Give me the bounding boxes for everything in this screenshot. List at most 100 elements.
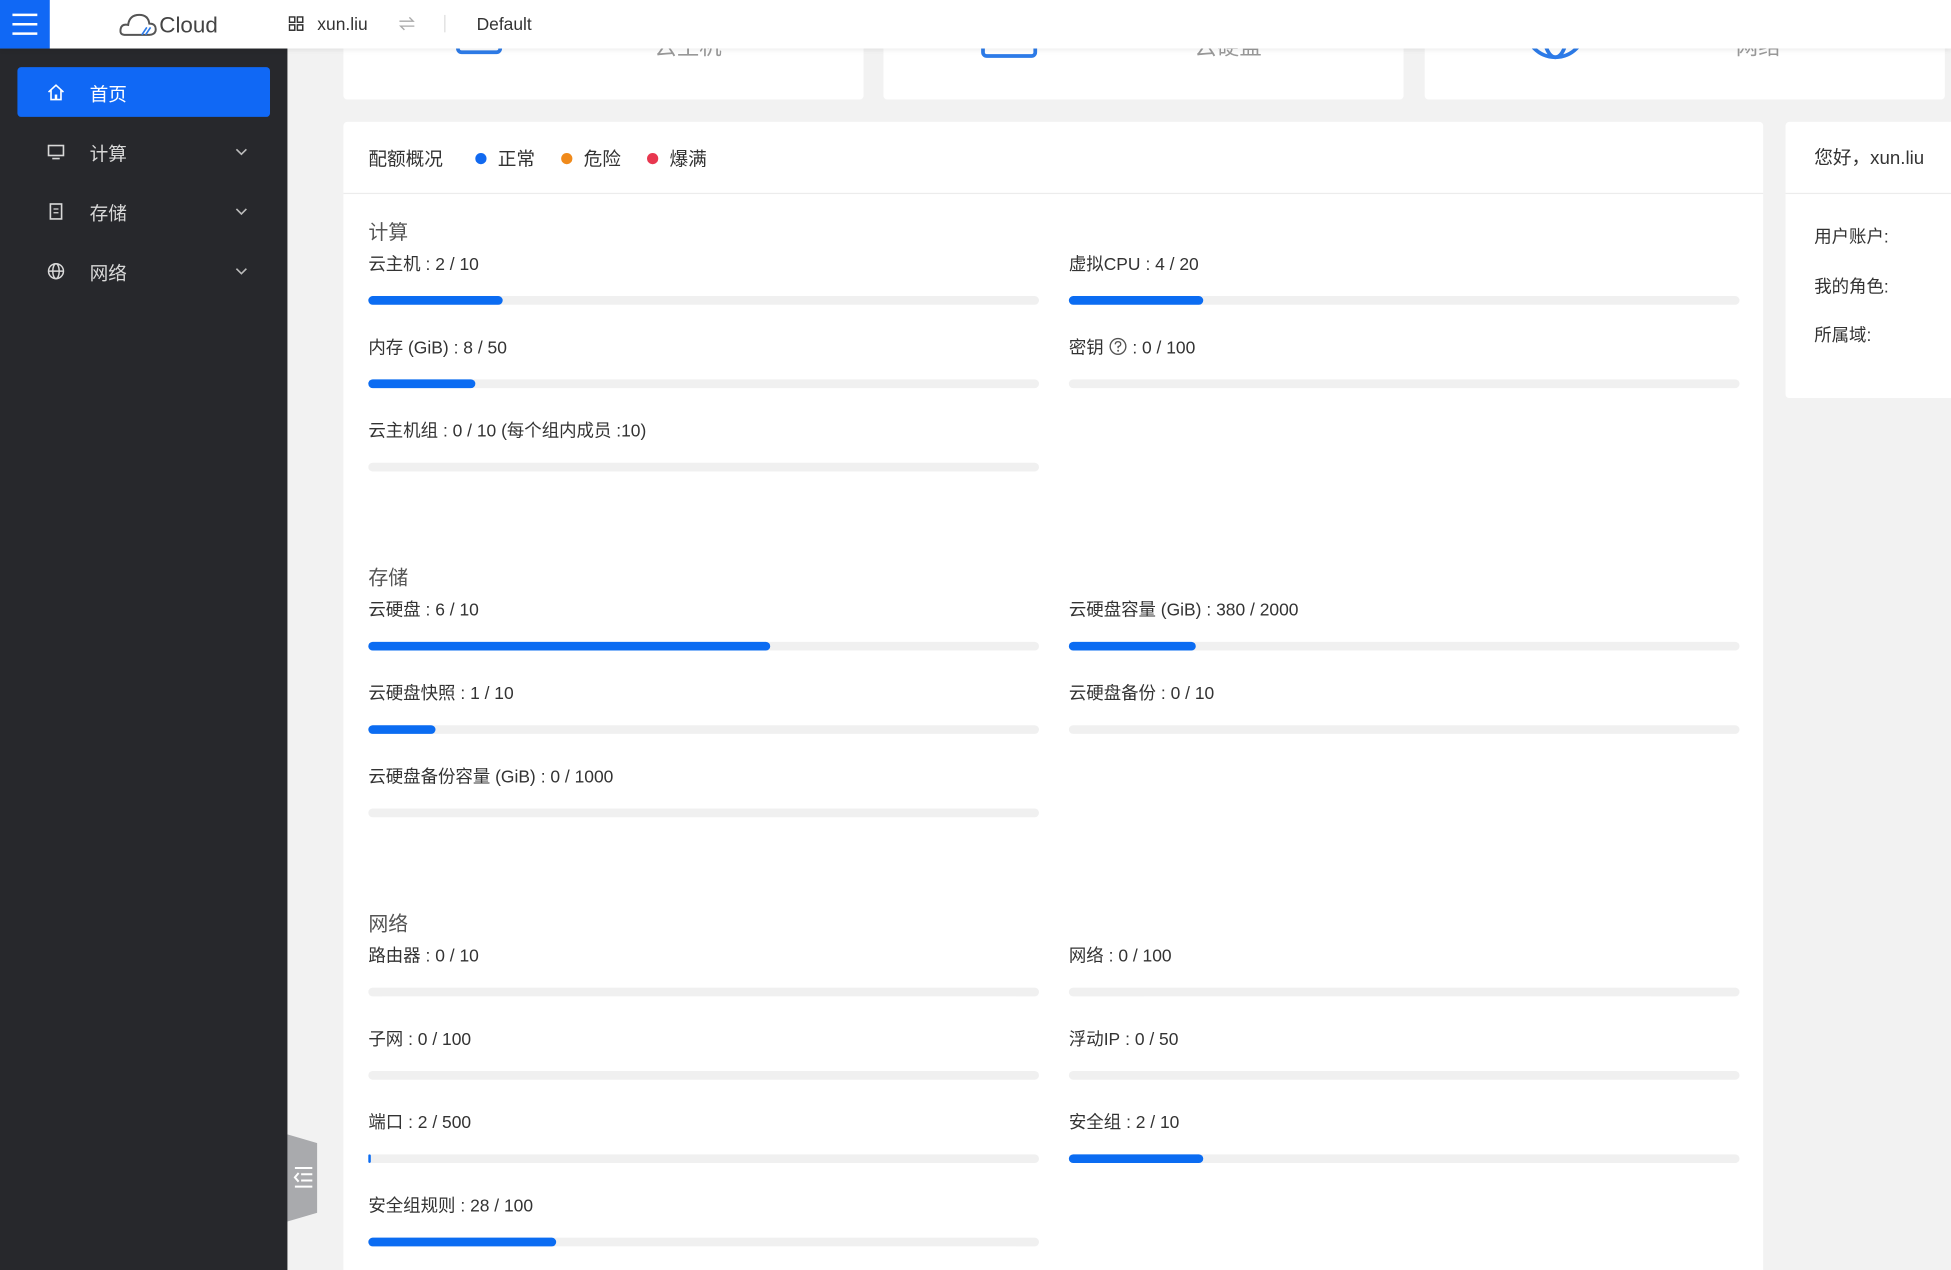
progress-track xyxy=(1068,725,1740,734)
collapse-tab[interactable] xyxy=(287,1134,318,1222)
menu-label: 网络 xyxy=(89,263,127,285)
quota-label: 云硬盘备份 xyxy=(1068,682,1156,703)
quota-detail: : 2 / 10 xyxy=(425,253,479,274)
quota-label: 云硬盘备份容量 (GiB) xyxy=(368,766,536,787)
quota-label: 安全组规则 xyxy=(368,1195,456,1216)
top-bar: Cloud xun.liu Default xyxy=(0,0,1951,49)
progress-track xyxy=(368,379,1039,389)
progress-bar xyxy=(368,1154,371,1164)
quota-item: 网络: 0 / 100 xyxy=(1068,943,1740,997)
chevron xyxy=(235,208,247,216)
chevron xyxy=(235,148,247,156)
quota-item: 云硬盘: 6 / 10 xyxy=(368,597,1039,651)
progress-track xyxy=(368,296,1039,305)
quota-label: 云硬盘容量 (GiB) xyxy=(1068,599,1202,620)
quota-detail: : 1 / 10 xyxy=(460,682,514,703)
quota-label: 云硬盘 xyxy=(368,599,421,620)
logo-icon xyxy=(119,13,157,36)
menu-icon xyxy=(47,262,65,280)
quota-item: 虚拟CPU: 4 / 20 xyxy=(1068,251,1740,305)
quota-label: 端口 xyxy=(368,1112,404,1132)
menu-label: 存储 xyxy=(89,203,127,226)
quota-label: 云主机组 xyxy=(368,420,438,441)
quota-detail: : 28 / 100 xyxy=(460,1195,534,1216)
divider xyxy=(343,192,1764,195)
quota-item: 云主机: 2 / 10 xyxy=(368,251,1039,305)
legend-dot xyxy=(475,152,487,165)
legend-label: 危险 xyxy=(583,149,621,171)
divider xyxy=(444,14,446,33)
legend-dot xyxy=(561,152,573,165)
quota-label: 云主机 xyxy=(368,253,421,274)
progress-bar xyxy=(1068,641,1197,651)
menu-label: 首页 xyxy=(89,84,127,106)
quota-detail: : 0 / 1000 xyxy=(540,766,614,787)
quota-title: 配额概况 xyxy=(368,149,443,171)
project-icon xyxy=(288,16,304,31)
quota-item: 云硬盘容量 (GiB): 380 / 2000 xyxy=(1068,597,1740,651)
switch-icon[interactable] xyxy=(398,16,415,31)
quota-detail: : 8 / 50 xyxy=(453,337,507,357)
logo-text: Cloud xyxy=(159,12,218,38)
project-name[interactable]: Default xyxy=(476,13,532,34)
menu-toggle[interactable] xyxy=(0,0,50,49)
progress-track xyxy=(1068,641,1740,651)
progress-bar xyxy=(368,725,436,734)
quota-label: 浮动IP xyxy=(1068,1028,1121,1049)
divider xyxy=(1785,192,1951,195)
quota-item: 云硬盘快照: 1 / 10 xyxy=(368,680,1039,734)
quota-detail: : 6 / 10 xyxy=(425,599,479,620)
quota-label: 子网 xyxy=(368,1028,404,1049)
quota-detail: : 380 / 2000 xyxy=(1206,599,1299,620)
progress-track xyxy=(1068,1070,1740,1080)
quota-item: 安全组规则: 28 / 100 xyxy=(368,1193,1039,1247)
menu-item[interactable]: 首页 xyxy=(17,67,271,117)
progress-bar xyxy=(1068,296,1203,305)
legend-label: 正常 xyxy=(497,149,536,171)
quota-detail: : 2 / 500 xyxy=(408,1112,472,1132)
quota-detail: : 2 / 10 xyxy=(1126,1112,1180,1132)
quota-label: 网络 xyxy=(1068,945,1104,966)
quota-item: 端口: 2 / 500 xyxy=(368,1110,1039,1164)
greeting: 您好，xun.liu xyxy=(1814,148,1925,170)
legend-dot xyxy=(647,152,659,165)
quota-detail: : 0 / 100 xyxy=(408,1028,472,1049)
quota-detail: : 0 / 100 xyxy=(1108,945,1172,966)
profile-field: 所属域: xyxy=(1814,324,1872,345)
quota-detail: : 0 / 50 xyxy=(1125,1028,1179,1049)
menu-icon xyxy=(49,203,63,220)
menu-item[interactable]: 计算 xyxy=(17,127,270,177)
quota-detail: : 0 / 10 (每个组内成员 :10) xyxy=(442,420,647,441)
quota-item: 云硬盘备份容量 (GiB): 0 / 1000 xyxy=(368,764,1039,818)
progress-track xyxy=(368,462,1039,472)
progress-track xyxy=(1068,987,1740,997)
quota-detail: : 0 / 10 xyxy=(425,945,479,966)
sidebar: 首页计算存储网络 xyxy=(0,48,288,1270)
menu-icon xyxy=(47,144,65,160)
help-icon[interactable] xyxy=(1109,337,1128,356)
quota-label: 虚拟CPU xyxy=(1068,253,1141,274)
menu-item[interactable]: 网络 xyxy=(17,246,270,296)
menu-icon xyxy=(47,84,65,101)
legend-label: 爆满 xyxy=(669,149,707,171)
section-title: 网络 xyxy=(368,914,409,936)
progress-track xyxy=(368,641,1039,651)
quota-item: 云主机组: 0 / 10 (每个组内成员 :10) xyxy=(368,418,1039,472)
section-title: 存储 xyxy=(368,568,409,590)
quota-detail: : 0 / 100 xyxy=(1132,337,1196,357)
user-name[interactable]: xun.liu xyxy=(317,13,368,34)
profile-field: 我的角色: xyxy=(1814,275,1889,296)
progress-bar xyxy=(368,1237,557,1247)
progress-track xyxy=(1068,379,1740,389)
menu-item[interactable]: 存储 xyxy=(17,187,270,237)
progress-track xyxy=(368,987,1039,997)
progress-track xyxy=(1068,1154,1740,1164)
quota-item: 浮动IP: 0 / 50 xyxy=(1068,1026,1740,1080)
progress-bar xyxy=(368,641,771,651)
quota-item: 云硬盘备份: 0 / 10 xyxy=(1068,680,1740,734)
profile-card: 您好，xun.liu 用户账户: 我的角色: 所属域: xyxy=(1785,121,1951,399)
progress-track xyxy=(1068,296,1740,305)
progress-bar xyxy=(368,296,503,305)
legend-item: 危险 xyxy=(561,146,621,172)
